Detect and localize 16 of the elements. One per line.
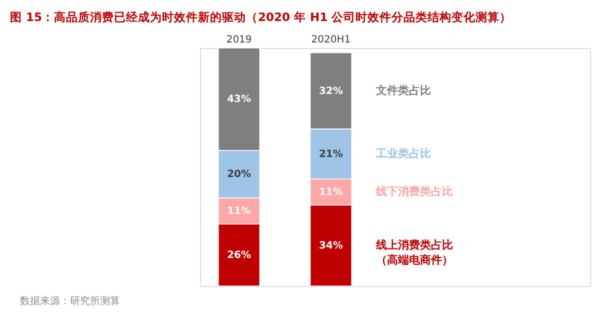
text: 工业类占比 bbox=[374, 146, 431, 160]
data-label: 11% bbox=[227, 206, 252, 218]
chart-title: 图 15：高品质消费已经成为时效件新的驱动（2020 年 H1 公司时效件分品类结构变化测算） bbox=[10, 10, 512, 24]
x-tick-label: 2019 bbox=[226, 34, 252, 46]
text: 线下消费类占比 bbox=[374, 184, 453, 198]
data-label: 43% bbox=[227, 94, 252, 106]
text: 线上消费类占比（高端电商件） bbox=[374, 238, 453, 267]
data-label: 26% bbox=[227, 250, 252, 262]
x-tick-label: 2020H1 bbox=[311, 34, 351, 46]
data-label: 11% bbox=[318, 186, 343, 198]
data-label: 34% bbox=[318, 240, 343, 252]
data-label: 21% bbox=[318, 148, 343, 160]
data-label: 20% bbox=[227, 169, 252, 180]
text: 文件类占比 bbox=[374, 84, 431, 97]
data-label: 32% bbox=[318, 86, 343, 97]
source-note: 数据来源：研究所测算 bbox=[20, 295, 120, 307]
